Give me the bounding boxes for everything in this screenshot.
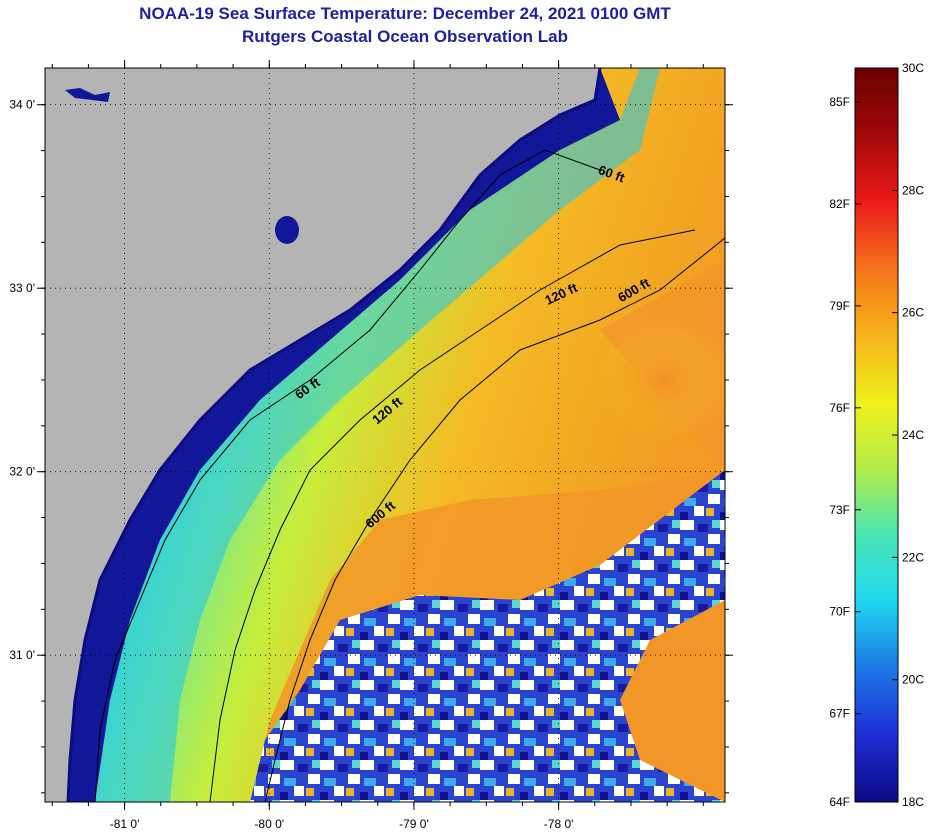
lat-tick-label: 31 0' [9, 648, 35, 662]
lon-axis: -81 0' -80 0' -79 0' -78 0' [51, 60, 704, 831]
lon-tick-label: -78 0' [544, 817, 574, 831]
cool-shelf-water [95, 68, 660, 802]
inland-lake-north [65, 88, 110, 102]
isobath-600ft [264, 237, 725, 802]
warm-eddy [595, 320, 725, 440]
map-subtitle: Rutgers Coastal Ocean Observation Lab [242, 27, 568, 46]
lon-tick-label: -80 0' [254, 817, 284, 831]
colorbar-f-label: 67F [829, 707, 850, 721]
colorbar-c-label: 26C [902, 306, 924, 320]
lat-tick-label: 32 0' [9, 465, 35, 479]
colorbar-c-label: 22C [902, 550, 924, 564]
colorbar-celsius-labels: 30C 28C 26C 24C 22C 20C 18C [892, 61, 924, 809]
colorbar-f-label: 76F [829, 401, 850, 415]
colorbar-c-label: 24C [902, 428, 924, 442]
lat-tick-label: 33 0' [9, 281, 35, 295]
graticule [45, 68, 725, 802]
colorbar-fahrenheit-labels: 85F 82F 79F 76F 73F 70F 67F 64F [829, 95, 861, 809]
colorbar-c-label: 30C [902, 61, 924, 75]
lat-axis: 34 0' 33 0' 32 0' 31 0' [9, 98, 733, 794]
colorbar-f-label: 73F [829, 503, 850, 517]
isobath-60ft [94, 149, 601, 802]
isobath-120ft [209, 229, 696, 802]
colorbar-c-label: 18C [902, 795, 924, 809]
colorbar-f-label: 70F [829, 605, 850, 619]
colorbar-c-label: 20C [902, 673, 924, 687]
colorbar-f-label: 82F [829, 197, 850, 211]
coastline [66, 68, 602, 802]
map-frame [44, 67, 726, 803]
colorbar-f-label: 79F [829, 299, 850, 313]
lon-tick-label: -79 0' [399, 817, 429, 831]
colorbar-c-label: 28C [902, 183, 924, 197]
colorbar-scale [854, 67, 899, 803]
colorbar-f-label: 85F [829, 95, 850, 109]
cloud-masked-region [250, 470, 725, 802]
lat-tick-label: 34 0' [9, 98, 35, 112]
map-title: NOAA-19 Sea Surface Temperature: Decembe… [139, 4, 671, 23]
lon-tick-label: -81 0' [110, 817, 140, 831]
land-mass [45, 68, 600, 802]
inland-lake [275, 216, 299, 244]
colorbar-f-label: 64F [829, 795, 850, 809]
